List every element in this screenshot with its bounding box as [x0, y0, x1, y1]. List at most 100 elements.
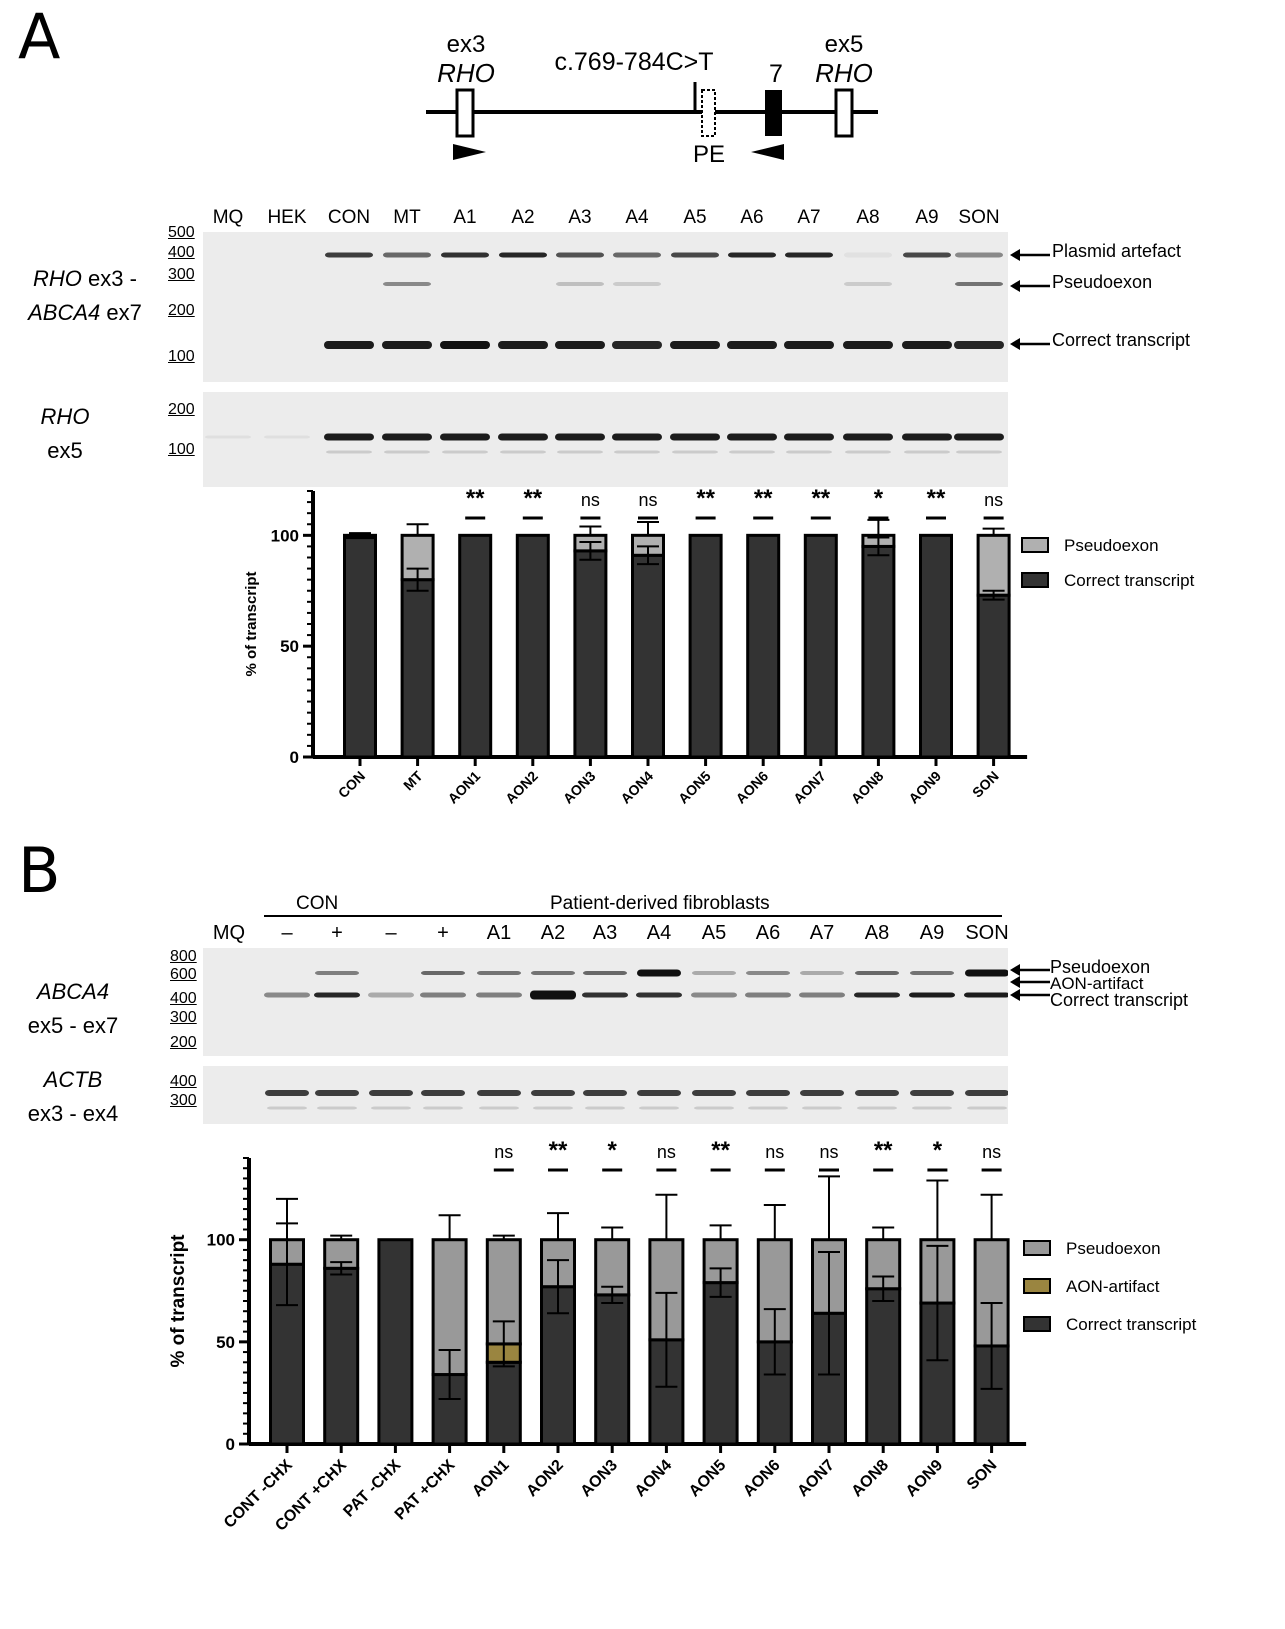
- gel-band: [369, 1090, 413, 1096]
- bar-segment: [631, 553, 665, 759]
- lane-label: A7: [809, 922, 835, 944]
- arrow-plasmid-artefact: Plasmid artefact: [1052, 241, 1182, 261]
- gene-schematic: ex3 RHO c.769-784C>T 7 ex5 RHO PE: [426, 31, 878, 168]
- y-axis-label: % of transcript: [168, 1234, 189, 1368]
- gel-band: [745, 992, 791, 998]
- gel-band: [910, 971, 954, 975]
- gel-band: [799, 992, 845, 998]
- lane-label: A4: [625, 207, 649, 228]
- y-tick-label: 0: [226, 1435, 235, 1454]
- gel-band: [371, 1106, 411, 1110]
- lane-label: SON: [965, 922, 1009, 944]
- pseudoexon-box: [701, 89, 716, 137]
- gel-b2-marker: 400: [170, 1073, 197, 1090]
- gel-band: [902, 341, 952, 349]
- bar-segment: [688, 533, 723, 759]
- significance-label: *: [874, 486, 884, 512]
- gel-band: [315, 971, 359, 975]
- significance-label: **: [754, 486, 773, 512]
- group-con-label: CON: [296, 893, 339, 914]
- exon5-box: [834, 88, 854, 138]
- bar-segment: [594, 1238, 631, 1297]
- gel-band: [857, 1106, 897, 1110]
- gel-band: [964, 992, 1008, 998]
- lane-label: A2: [511, 207, 535, 228]
- lane-label: A3: [592, 922, 618, 944]
- x-tick-label: AON2: [502, 768, 541, 807]
- group-patient-line: [370, 915, 1002, 917]
- lane-label: A1: [453, 207, 477, 228]
- gel-band: [955, 282, 1003, 286]
- legend-label: AON-artifact: [1066, 1277, 1160, 1296]
- gel-band: [855, 971, 899, 975]
- gel-band: [477, 1090, 521, 1096]
- gel-band: [583, 1090, 627, 1096]
- gel-band: [956, 450, 1002, 454]
- x-tick-label: AON4: [617, 768, 656, 807]
- bar-segment: [976, 593, 1011, 759]
- gel-band: [324, 433, 374, 441]
- lane-label: MT: [393, 207, 421, 228]
- significance-label: **: [874, 1138, 893, 1164]
- gel-band: [531, 971, 575, 975]
- significance-label: **: [711, 1138, 730, 1164]
- gel-band: [955, 252, 1003, 258]
- gel-band: [614, 450, 660, 454]
- x-tick-label: AON4: [632, 1457, 676, 1501]
- gel-band: [325, 252, 373, 258]
- gel-band: [728, 252, 776, 258]
- gel-a1-label-ex3: ex3 -: [81, 266, 137, 291]
- group-patient-label: Patient-derived fibroblasts: [550, 893, 770, 914]
- x-tick-label: AON5: [675, 768, 714, 807]
- bar-segment: [343, 533, 377, 540]
- gel-a1-row-label: RHO ex3 - ABCA4 ex7: [10, 262, 160, 330]
- gel-band: [583, 971, 627, 975]
- gel-band: [904, 450, 950, 454]
- gel-band: [785, 252, 833, 258]
- gel-band: [691, 992, 737, 998]
- significance-label: ns: [765, 1142, 784, 1162]
- gel-band: [636, 992, 682, 998]
- legend-swatch: [1021, 572, 1049, 588]
- x-tick-label: AON6: [740, 1457, 784, 1501]
- gel-a1-marker: 500: [168, 224, 195, 241]
- bar-segment: [803, 533, 838, 759]
- lane-label: SON: [958, 207, 1000, 228]
- gel-band: [530, 990, 576, 1000]
- schematic-rho3: RHO: [437, 58, 495, 88]
- x-tick-label: AON8: [849, 1457, 893, 1501]
- arrow-b-pseudoexon: Pseudoexon: [1050, 957, 1151, 977]
- gel-band: [315, 1090, 359, 1096]
- legend-label: Correct transcript: [1064, 571, 1195, 590]
- significance-label: **: [523, 486, 542, 512]
- gel-b1-row-label: ABCA4 ex5 - ex7: [8, 975, 138, 1043]
- x-tick-label: SON: [969, 768, 1002, 801]
- gel-band: [477, 971, 521, 975]
- gel-band: [854, 992, 900, 998]
- gel-b1-marker: 300: [170, 1009, 197, 1026]
- gel-band: [326, 450, 372, 454]
- gel-band: [800, 971, 844, 975]
- gel-a1-marker: 400: [168, 244, 195, 261]
- bar-segment: [919, 1301, 956, 1446]
- significance-label: *: [933, 1138, 943, 1164]
- lane-label: –: [385, 922, 397, 944]
- schematic-ex5: ex5: [825, 31, 864, 58]
- gel-b1-label-abca4: ABCA4: [36, 979, 110, 1004]
- gel-band: [671, 252, 719, 258]
- gel-band: [965, 1090, 1008, 1096]
- x-tick-label: AON1: [469, 1457, 513, 1501]
- gel-b1-marker: 200: [170, 1034, 197, 1051]
- forward-primer-icon: [453, 144, 486, 160]
- gel-a2-image: [203, 392, 1008, 487]
- legend-swatch: [1021, 537, 1049, 553]
- reverse-primer-icon: [751, 144, 784, 160]
- gel-band: [533, 1106, 573, 1110]
- gel-band: [498, 433, 548, 441]
- chart-a: 0 50 100 % of transcript CON MT ** AON1 ** AON2 ns…: [243, 486, 1195, 807]
- x-tick-label: AON1: [444, 768, 483, 807]
- x-tick-label: MT: [400, 767, 426, 793]
- gel-b1-arrows: [1010, 964, 1050, 1001]
- x-tick-label: AON6: [732, 768, 771, 807]
